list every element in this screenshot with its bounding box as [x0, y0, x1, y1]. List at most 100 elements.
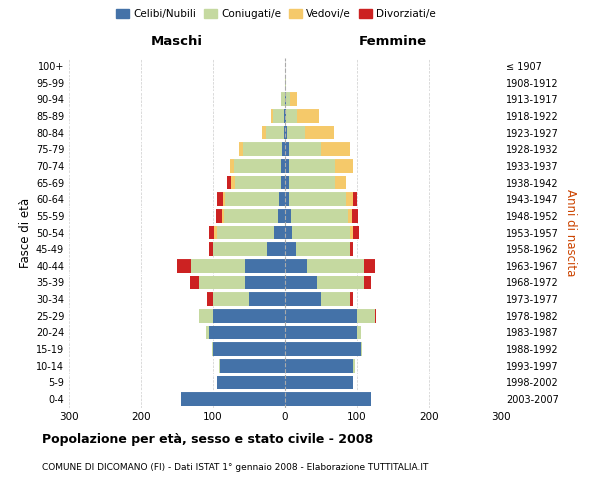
- Bar: [286, 92, 290, 106]
- Bar: [245, 276, 285, 289]
- Bar: [285, 342, 361, 356]
- Bar: [191, 259, 245, 272]
- Bar: [357, 309, 375, 322]
- Bar: [223, 192, 225, 206]
- Bar: [209, 326, 285, 340]
- Bar: [213, 242, 267, 256]
- Bar: [199, 276, 245, 289]
- Bar: [242, 142, 282, 156]
- Bar: [285, 292, 321, 306]
- Bar: [281, 159, 285, 172]
- Bar: [361, 342, 362, 356]
- Bar: [219, 359, 220, 372]
- Bar: [335, 176, 346, 190]
- Bar: [249, 292, 285, 306]
- Bar: [199, 309, 213, 322]
- Bar: [273, 109, 284, 122]
- Bar: [292, 226, 350, 239]
- Bar: [285, 242, 296, 256]
- Bar: [287, 126, 305, 140]
- Bar: [285, 392, 371, 406]
- Bar: [286, 109, 297, 122]
- Bar: [239, 142, 242, 156]
- Bar: [190, 276, 199, 289]
- Bar: [271, 109, 273, 122]
- Bar: [231, 176, 235, 190]
- Bar: [285, 176, 289, 190]
- Text: Popolazione per età, sesso e stato civile - 2008: Popolazione per età, sesso e stato civil…: [42, 432, 373, 446]
- Bar: [350, 292, 353, 306]
- Bar: [230, 159, 234, 172]
- Bar: [227, 176, 231, 190]
- Bar: [279, 192, 285, 206]
- Bar: [216, 209, 221, 222]
- Bar: [220, 359, 285, 372]
- Bar: [284, 126, 285, 140]
- Bar: [285, 276, 317, 289]
- Bar: [285, 326, 357, 340]
- Y-axis label: Anni di nascita: Anni di nascita: [564, 189, 577, 276]
- Bar: [289, 142, 321, 156]
- Bar: [213, 309, 285, 322]
- Bar: [281, 92, 285, 106]
- Bar: [353, 359, 355, 372]
- Bar: [346, 192, 353, 206]
- Bar: [207, 292, 213, 306]
- Bar: [213, 342, 285, 356]
- Bar: [285, 159, 289, 172]
- Bar: [307, 259, 364, 272]
- Bar: [321, 292, 350, 306]
- Bar: [305, 126, 334, 140]
- Bar: [217, 192, 223, 206]
- Bar: [262, 126, 266, 140]
- Bar: [235, 176, 281, 190]
- Bar: [353, 226, 359, 239]
- Bar: [291, 209, 349, 222]
- Legend: Celibi/Nubili, Coniugati/e, Vedovi/e, Divorziati/e: Celibi/Nubili, Coniugati/e, Vedovi/e, Di…: [112, 5, 440, 24]
- Bar: [225, 192, 279, 206]
- Bar: [214, 226, 217, 239]
- Bar: [206, 326, 209, 340]
- Bar: [357, 326, 361, 340]
- Bar: [285, 92, 286, 106]
- Bar: [217, 226, 274, 239]
- Bar: [364, 259, 375, 272]
- Bar: [274, 226, 285, 239]
- Bar: [335, 159, 353, 172]
- Bar: [177, 259, 191, 272]
- Bar: [296, 242, 350, 256]
- Bar: [285, 359, 353, 372]
- Bar: [285, 209, 291, 222]
- Bar: [278, 209, 285, 222]
- Bar: [297, 109, 319, 122]
- Bar: [285, 76, 286, 90]
- Bar: [266, 126, 284, 140]
- Bar: [285, 192, 289, 206]
- Text: Maschi: Maschi: [151, 34, 203, 48]
- Bar: [353, 192, 357, 206]
- Text: COMUNE DI DICOMANO (FI) - Dati ISTAT 1° gennaio 2008 - Elaborazione TUTTITALIA.I: COMUNE DI DICOMANO (FI) - Dati ISTAT 1° …: [42, 462, 428, 471]
- Bar: [234, 159, 281, 172]
- Bar: [281, 176, 285, 190]
- Bar: [350, 242, 353, 256]
- Bar: [267, 242, 285, 256]
- Bar: [289, 176, 335, 190]
- Bar: [221, 209, 224, 222]
- Bar: [285, 259, 307, 272]
- Bar: [282, 142, 285, 156]
- Y-axis label: Fasce di età: Fasce di età: [19, 198, 32, 268]
- Bar: [213, 292, 249, 306]
- Bar: [290, 92, 297, 106]
- Bar: [352, 209, 358, 222]
- Bar: [209, 226, 214, 239]
- Bar: [317, 276, 364, 289]
- Bar: [285, 376, 353, 390]
- Bar: [285, 109, 286, 122]
- Bar: [212, 342, 213, 356]
- Bar: [181, 392, 285, 406]
- Bar: [321, 142, 350, 156]
- Bar: [245, 259, 285, 272]
- Bar: [289, 159, 335, 172]
- Bar: [284, 109, 285, 122]
- Bar: [364, 276, 371, 289]
